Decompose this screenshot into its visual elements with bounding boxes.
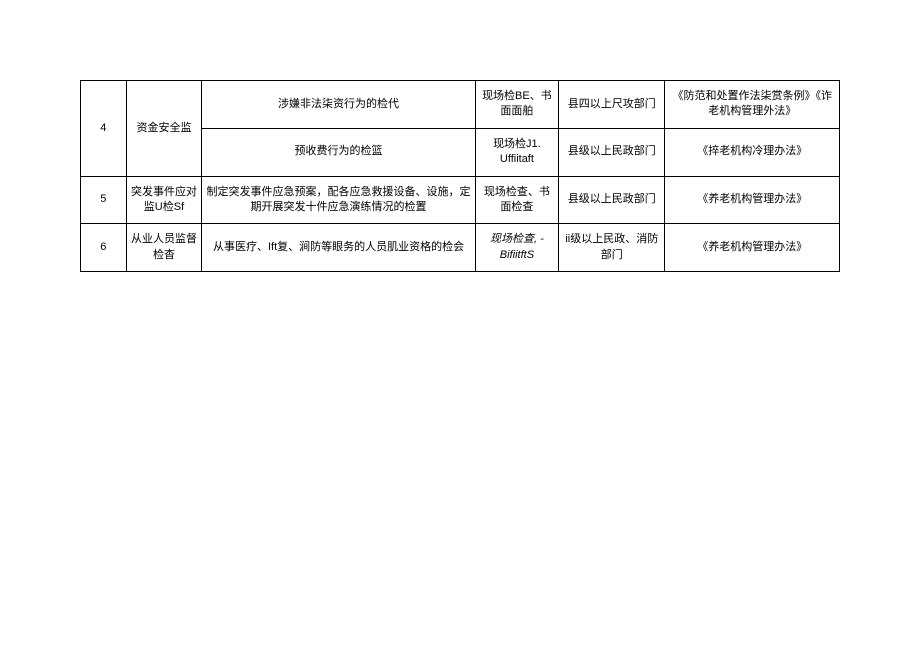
cell-category: 从业人员监督检杳 [126, 224, 202, 272]
cell-content: 从事医疗、Ift复、涧防等眼务的人员肌业资格的检会 [202, 224, 475, 272]
regulation-table: 4 资金安全监 涉嫌非法柒资行为的检代 现场检BE、书面面舶 县四以上尺攻部门 … [80, 80, 840, 272]
cell-dept: ii级以上民政、消防部门 [559, 224, 665, 272]
cell-method: 现场检查, -BifiitftS [475, 224, 558, 272]
cell-content: 预收费行为的检篮 [202, 128, 475, 176]
cell-dept: 县级以上民政部门 [559, 176, 665, 224]
cell-category: 资金安全监 [126, 81, 202, 177]
cell-dept: 县四以上尺攻部门 [559, 81, 665, 129]
table-row: 6 从业人员监督检杳 从事医疗、Ift复、涧防等眼务的人员肌业资格的检会 现场检… [81, 224, 840, 272]
cell-num: 6 [81, 224, 127, 272]
table-row: 4 资金安全监 涉嫌非法柒资行为的检代 现场检BE、书面面舶 县四以上尺攻部门 … [81, 81, 840, 129]
cell-method: 现场检J1. Uffiitaft [475, 128, 558, 176]
cell-method: 现场检查、书面检查 [475, 176, 558, 224]
cell-num: 4 [81, 81, 127, 177]
cell-basis: 《捽老机构冷理办法》 [665, 128, 840, 176]
cell-category: 突发事件应对监U检Sf [126, 176, 202, 224]
cell-basis: 《养老机构管理办法》 [665, 176, 840, 224]
cell-dept: 县级以上民政部门 [559, 128, 665, 176]
cell-method: 现场检BE、书面面舶 [475, 81, 558, 129]
cell-num: 5 [81, 176, 127, 224]
cell-basis: 《防范和处置作法柒赏条例》《诈老机构管理外法》 [665, 81, 840, 129]
cell-basis: 《养老机构管理办法》 [665, 224, 840, 272]
cell-content: 涉嫌非法柒资行为的检代 [202, 81, 475, 129]
table-row: 5 突发事件应对监U检Sf 制定突发事件应急预案，配各应急救援设备、设施，定期开… [81, 176, 840, 224]
cell-content: 制定突发事件应急预案，配各应急救援设备、设施，定期开展突发十件应急演练情况的检置 [202, 176, 475, 224]
